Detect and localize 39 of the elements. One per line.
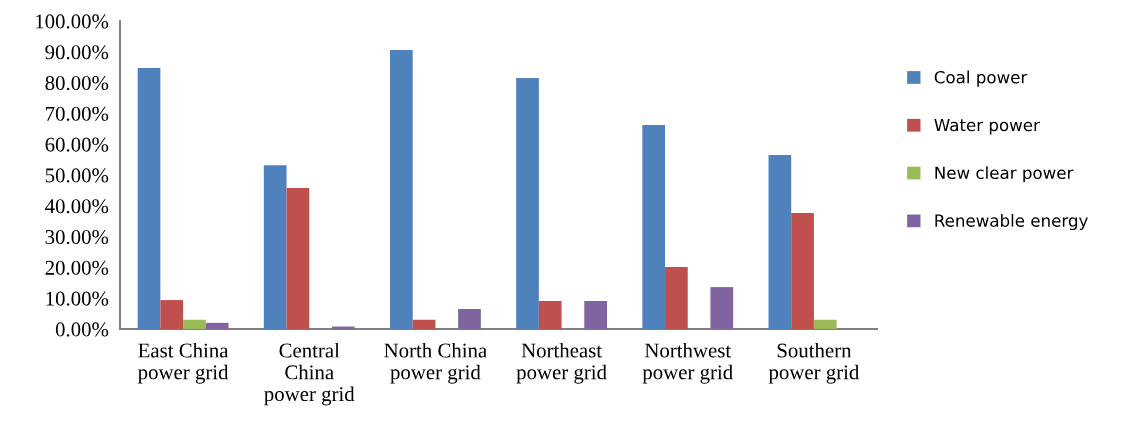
y-tick-label: 0.00% xyxy=(55,322,109,337)
x-tick-label: Northwest power grid xyxy=(642,342,733,384)
bar xyxy=(390,49,413,329)
bar xyxy=(286,187,310,329)
y-tick-label: 100.00% xyxy=(36,14,109,29)
legend-label: Water power xyxy=(934,118,1040,135)
bar xyxy=(183,319,206,329)
x-tick-label: Northeast power grid xyxy=(516,342,607,384)
bar xyxy=(516,77,539,329)
legend-label: New clear power xyxy=(935,166,1074,183)
bar xyxy=(710,287,734,329)
bar xyxy=(412,319,436,329)
legend-label: Coal power xyxy=(934,70,1028,87)
y-tick-label: 80.00% xyxy=(45,75,109,91)
x-tick-label: North China power grid xyxy=(384,342,487,384)
x-tick-label: East China power grid xyxy=(138,342,229,384)
bar xyxy=(791,212,814,329)
bar xyxy=(458,308,481,329)
bar xyxy=(584,300,607,329)
bar xyxy=(768,154,792,329)
bar xyxy=(263,165,287,329)
y-tick-label: 10.00% xyxy=(46,291,109,306)
legend-label: Renewable energy xyxy=(935,213,1088,231)
bar xyxy=(538,300,562,329)
x-tick-label: Central China power grid xyxy=(264,342,355,406)
bar xyxy=(642,125,666,329)
y-tick-label: 60.00% xyxy=(45,137,109,152)
y-tick-label: 40.00% xyxy=(45,199,109,214)
y-tick-label: 20.00% xyxy=(45,260,109,275)
y-tick-label: 30.00% xyxy=(45,229,109,245)
y-tick-label: 90.00% xyxy=(45,45,109,60)
x-tick-label: Southern power grid xyxy=(768,342,860,384)
bar xyxy=(205,322,229,329)
bar xyxy=(665,267,688,329)
bar xyxy=(160,300,184,329)
y-tick-label: 50.00% xyxy=(45,168,109,183)
bar xyxy=(813,319,837,329)
bar xyxy=(137,68,161,329)
y-tick-label: 70.00% xyxy=(46,106,109,121)
